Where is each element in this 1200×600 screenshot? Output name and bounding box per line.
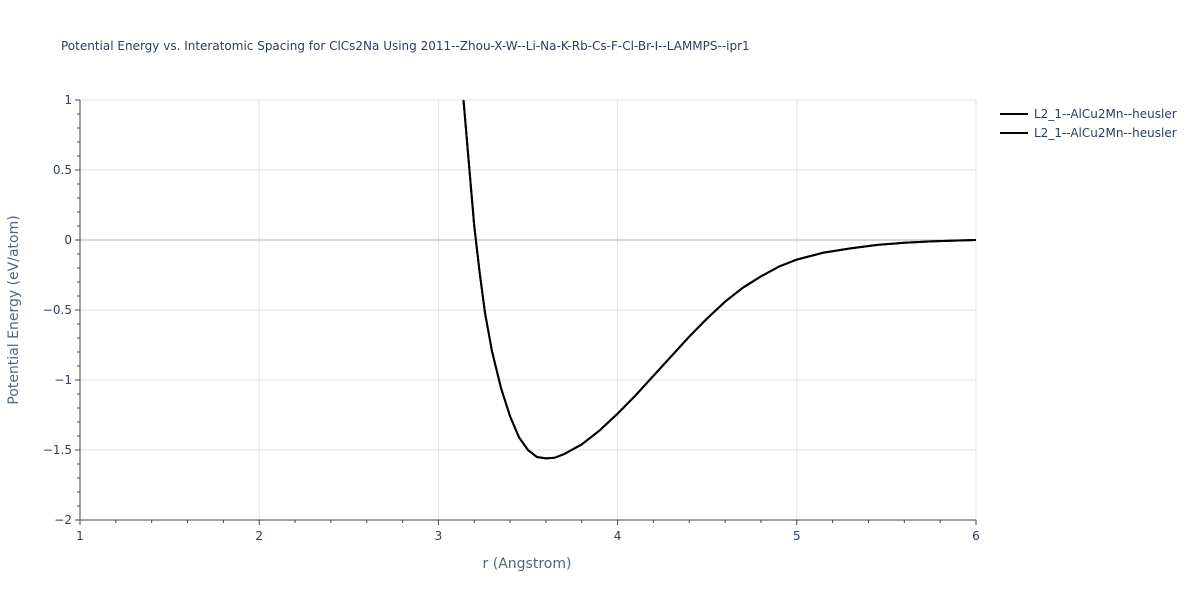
legend-label: L2_1--AlCu2Mn--heusler [1034,126,1177,140]
legend-item[interactable]: L2_1--AlCu2Mn--heusler [1000,107,1177,121]
x-tick-label: 2 [255,529,263,543]
y-tick-label: −0.5 [43,303,72,317]
legend-item[interactable]: L2_1--AlCu2Mn--heusler [1000,126,1177,140]
series-line-2 [462,100,976,460]
x-tick-label: 4 [614,529,622,543]
x-tick-label: 1 [76,529,84,543]
x-tick-label: 3 [435,529,443,543]
y-tick-label: 1 [64,93,72,107]
axis-layer: 1 2 3 4 5 6 −2 −1.5 −1 −0.5 0 0.5 1 [43,93,980,543]
y-axis-title: Potential Energy (eV/atom) [6,215,22,404]
legend-label: L2_1--AlCu2Mn--heusler [1034,107,1177,121]
x-tick-label: 5 [793,529,801,543]
y-tick-label: −1 [54,373,72,387]
x-tick-label: 6 [972,529,980,543]
y-tick-label: −1.5 [43,443,72,457]
grid-layer [80,99,977,520]
legend[interactable]: L2_1--AlCu2Mn--heusler L2_1--AlCu2Mn--heu… [1000,107,1177,140]
x-axis-title: r (Angstrom) [483,556,572,572]
y-tick-label: 0 [64,233,72,247]
y-tick-label: −2 [54,513,72,527]
series-layer [462,100,976,460]
chart-title: Potential Energy vs. Interatomic Spacing… [61,39,750,53]
series-line-1 [462,100,976,460]
y-tick-label: 0.5 [53,163,72,177]
